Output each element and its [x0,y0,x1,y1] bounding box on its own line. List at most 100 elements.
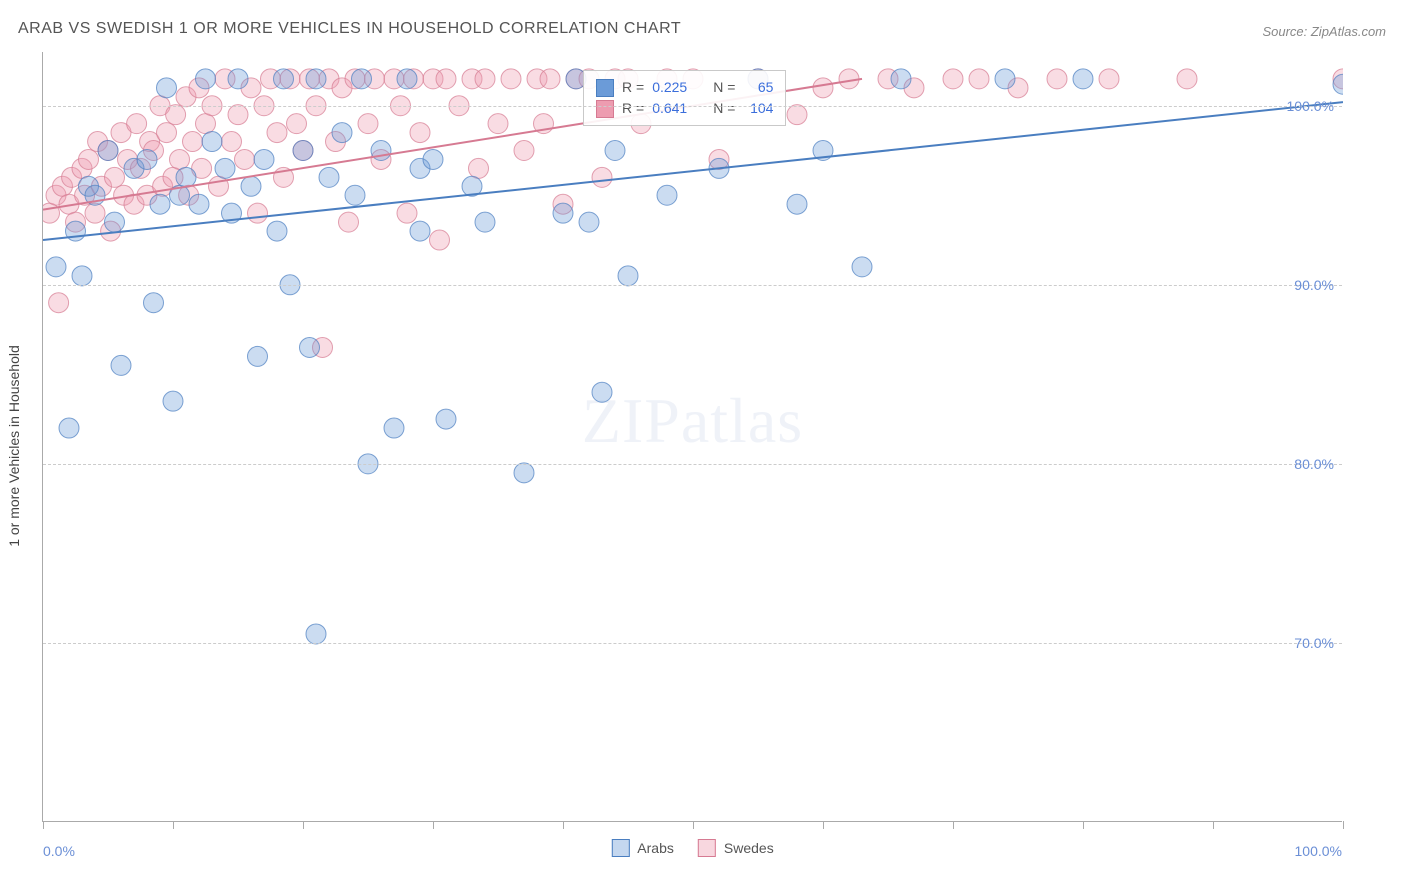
point-arabs [293,140,313,160]
point-arabs [111,355,131,375]
legend-swatch-swedes [596,100,614,118]
legend-n-label-2: N = [713,98,735,119]
point-arabs [300,337,320,357]
point-swedes [127,114,147,134]
point-swedes [410,123,430,143]
xtick [1213,821,1214,829]
point-arabs [592,382,612,402]
point-arabs [423,149,443,169]
point-arabs [553,203,573,223]
point-swedes [787,105,807,125]
point-swedes [267,123,287,143]
point-swedes [514,140,534,160]
legend-n-arabs: 65 [743,77,773,98]
chart-title: ARAB VS SWEDISH 1 OR MORE VEHICLES IN HO… [18,20,681,38]
point-arabs [579,212,599,232]
xtick [823,821,824,829]
point-arabs [410,221,430,241]
point-swedes [501,69,521,89]
point-arabs [306,69,326,89]
point-swedes [469,158,489,178]
point-swedes [209,176,229,196]
point-arabs [319,167,339,187]
point-swedes [49,293,69,313]
point-arabs [267,221,287,241]
point-arabs [215,158,235,178]
legend-r-swedes: 0.641 [652,98,687,119]
point-swedes [228,105,248,125]
series-label-arabs: Arabs [637,840,674,856]
point-swedes [475,69,495,89]
point-arabs [248,346,268,366]
point-arabs [46,257,66,277]
series-legend: Arabs Swedes [611,839,773,857]
point-swedes [235,149,255,169]
ytick-label: 90.0% [1294,277,1334,293]
point-swedes [813,78,833,98]
xtick [953,821,954,829]
point-arabs [787,194,807,214]
point-arabs [397,69,417,89]
xtick [303,821,304,829]
point-swedes [105,167,125,187]
legend-r-label: R = [622,77,644,98]
point-swedes [43,203,60,223]
point-swedes [222,132,242,152]
legend-row-swedes: R = 0.641 N = 104 [596,98,773,119]
point-arabs [475,212,495,232]
legend-row-arabs: R = 0.225 N = 65 [596,77,773,98]
point-arabs [384,418,404,438]
source-attribution: Source: ZipAtlas.com [1262,24,1386,39]
point-swedes [166,105,186,125]
point-arabs [72,266,92,286]
chart-svg [43,52,1343,822]
point-arabs [157,78,177,98]
point-arabs [352,69,372,89]
point-arabs [852,257,872,277]
point-swedes [358,114,378,134]
xtick [173,821,174,829]
gridline-h [43,464,1342,465]
xtick [433,821,434,829]
point-swedes [592,167,612,187]
xtick [43,821,44,829]
point-swedes [248,203,268,223]
point-swedes [1047,69,1067,89]
x-axis-label-min: 0.0% [43,843,75,859]
point-arabs [891,69,911,89]
point-arabs [241,176,261,196]
point-swedes [85,203,105,223]
point-arabs [144,293,164,313]
point-arabs [436,409,456,429]
point-arabs [150,194,170,214]
ytick-label: 80.0% [1294,456,1334,472]
xtick [693,821,694,829]
point-arabs [176,167,196,187]
ytick-label: 100.0% [1287,98,1334,114]
legend-r-arabs: 0.225 [652,77,687,98]
point-arabs [605,140,625,160]
point-swedes [183,132,203,152]
point-swedes [943,69,963,89]
series-swatch-swedes [698,839,716,857]
point-swedes [430,230,450,250]
point-arabs [163,391,183,411]
point-swedes [540,69,560,89]
point-arabs [98,140,118,160]
legend-swatch-arabs [596,79,614,97]
point-arabs [137,149,157,169]
series-legend-arabs: Arabs [611,839,674,857]
point-swedes [488,114,508,134]
point-arabs [105,212,125,232]
point-swedes [397,203,417,223]
point-arabs [657,185,677,205]
xtick [563,821,564,829]
point-swedes [1099,69,1119,89]
point-swedes [79,149,99,169]
legend-r-label-2: R = [622,98,644,119]
point-arabs [332,123,352,143]
point-swedes [170,149,190,169]
series-swatch-arabs [611,839,629,857]
xtick [1343,821,1344,829]
series-legend-swedes: Swedes [698,839,774,857]
